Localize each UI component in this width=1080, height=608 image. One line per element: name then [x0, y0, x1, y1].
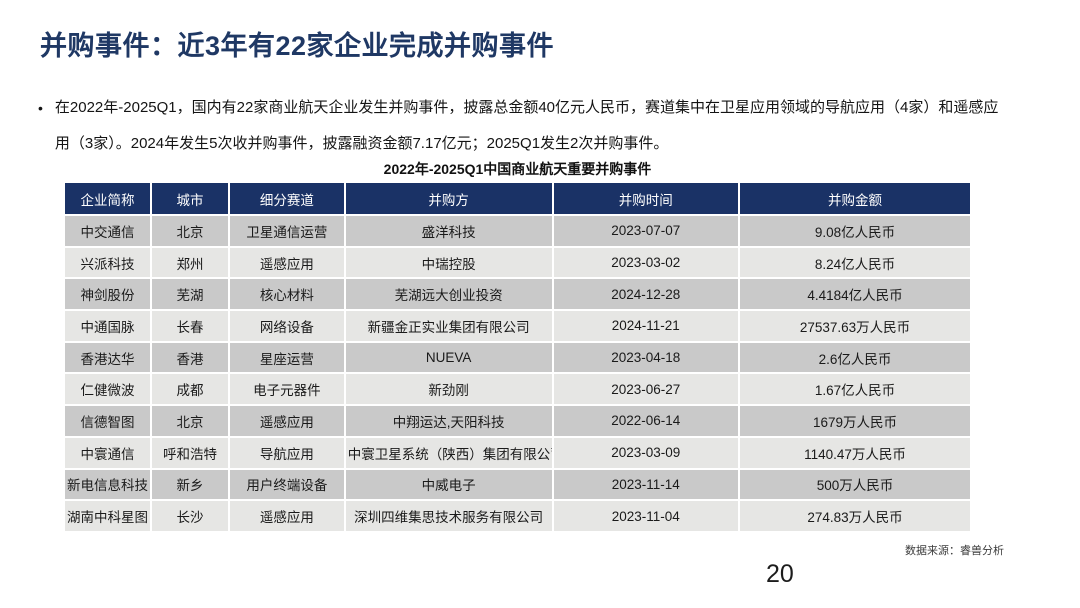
table-row: 神剑股份 芜湖 核心材料 芜湖远大创业投资 2024-12-28 4.4184亿人民币 — [65, 279, 970, 310]
table-cell: 2023-07-07 — [553, 216, 738, 246]
table-cell: 信德智图 — [65, 406, 151, 436]
table-cell: 2023-03-09 — [553, 437, 738, 468]
table-cell: 遥感应用 — [230, 406, 344, 436]
table-cell: 新乡 — [152, 469, 229, 500]
table-cell: 中威电子 — [345, 469, 552, 500]
table-cell: 新劲刚 — [345, 374, 552, 405]
table-row: 中交通信 北京 卫星通信运营 盛洋科技 2023-07-07 9.08亿人民币 — [65, 216, 970, 246]
table-row: 湖南中科星图 长沙 遥感应用 深圳四维集思技术服务有限公司 2023-11-04 274.… — [65, 501, 970, 531]
table-cell: 芜湖 — [152, 279, 229, 310]
table-cell: 北京 — [152, 216, 229, 246]
table-row: 中寰通信 呼和浩特 导航应用 中寰卫星系统（陕西）集团有限公司 2023-03-09 11… — [65, 437, 970, 468]
table-cell: 中寰通信 — [65, 437, 151, 468]
column-header: 城市 — [152, 183, 229, 214]
table-cell: 芜湖远大创业投资 — [345, 279, 552, 310]
table-cell: 中通国脉 — [65, 311, 151, 341]
table-cell: 中寰卫星系统（陕西）集团有限公司 — [345, 437, 552, 468]
table-header-row: 企业简称 城市 细分赛道 并购方 并购时间 并购金额 — [65, 183, 970, 214]
table-cell: 1.67亿人民币 — [739, 374, 970, 405]
table-title: 2022年-2025Q1中国商业航天重要并购事件 — [383, 161, 652, 177]
column-header: 细分赛道 — [230, 183, 344, 214]
table-cell: 成都 — [152, 374, 229, 405]
table-cell: 深圳四维集思技术服务有限公司 — [345, 501, 552, 531]
table-row: 仁健微波 成都 电子元器件 新劲刚 2023-06-27 1.67亿人民币 — [65, 374, 970, 405]
column-header: 企业简称 — [65, 183, 151, 214]
table-row: 香港达华 香港 星座运营 NUEVA 2023-04-18 2.6亿人民币 — [65, 342, 970, 373]
table-cell: 网络设备 — [230, 311, 344, 341]
table-cell: 电子元器件 — [230, 374, 344, 405]
table-cell: 2.6亿人民币 — [739, 342, 970, 373]
table-cell: 中交通信 — [65, 216, 151, 246]
table-row: 兴派科技 郑州 遥感应用 中瑞控股 2023-03-02 8.24亿人民币 — [65, 247, 970, 278]
table-cell: 新疆金正实业集团有限公司 — [345, 311, 552, 341]
table-cell: 新电信息科技 — [65, 469, 151, 500]
table-cell: 神剑股份 — [65, 279, 151, 310]
table-cell: 湖南中科星图 — [65, 501, 151, 531]
table-cell: 1679万人民币 — [739, 406, 970, 436]
summary-text: 在2022年-2025Q1，国内有22家商业航天企业发生并购事件，披露总金额40… — [54, 99, 999, 152]
table-cell: 2024-12-28 — [553, 279, 738, 310]
table-cell: 用户终端设备 — [230, 469, 344, 500]
column-header: 并购方 — [345, 183, 552, 214]
table-cell: 4.4184亿人民币 — [739, 279, 970, 310]
table-cell: 香港达华 — [65, 342, 151, 373]
table-cell: 北京 — [152, 406, 229, 436]
table-cell: 导航应用 — [230, 437, 344, 468]
table-cell: 274.83万人民币 — [739, 501, 970, 531]
table-cell: 香港 — [152, 342, 229, 373]
table-cell: 仁健微波 — [65, 374, 151, 405]
table-cell: 2023-06-27 — [553, 374, 738, 405]
table-cell: 2023-11-14 — [553, 469, 738, 500]
table-cell: 500万人民币 — [739, 469, 970, 500]
table-cell: 遥感应用 — [230, 247, 344, 278]
table-cell: 2023-11-04 — [553, 501, 738, 531]
table-cell: 星座运营 — [230, 342, 344, 373]
table-cell: 9.08亿人民币 — [739, 216, 970, 246]
table-cell: 中翔运达,天阳科技 — [345, 406, 552, 436]
table-cell: 2023-04-18 — [553, 342, 738, 373]
table-cell: 郑州 — [152, 247, 229, 278]
table-cell: 核心材料 — [230, 279, 344, 310]
column-header: 并购时间 — [553, 183, 738, 214]
table-cell: 卫星通信运营 — [230, 216, 344, 246]
table-cell: 2022-06-14 — [553, 406, 738, 436]
table-cell: 长沙 — [152, 501, 229, 531]
table-body: 中交通信 北京 卫星通信运营 盛洋科技 2023-07-07 9.08亿人民币 兴派科技 郑州… — [65, 216, 970, 531]
column-header: 并购金额 — [739, 183, 970, 214]
table-row: 新电信息科技 新乡 用户终端设备 中威电子 2023-11-14 500万人民币 — [65, 469, 970, 500]
table-cell: 8.24亿人民币 — [739, 247, 970, 278]
table-cell: 27537.63万人民币 — [739, 311, 970, 341]
table-cell: 2024-11-21 — [553, 311, 738, 341]
table-row: 中通国脉 长春 网络设备 新疆金正实业集团有限公司 2024-11-21 27537.63… — [65, 311, 970, 341]
table-cell: NUEVA — [345, 342, 552, 373]
table-row: 信德智图 北京 遥感应用 中翔运达,天阳科技 2022-06-14 1679万人民币 — [65, 406, 970, 436]
table-cell: 呼和浩特 — [152, 437, 229, 468]
data-source: 数据来源：睿兽分析 — [905, 545, 1004, 557]
summary-bullet: • 在2022年-2025Q1，国内有22家商业航天企业发生并购事件，披露总金额… — [38, 90, 1008, 162]
table-cell: 2023-03-02 — [553, 247, 738, 278]
ma-events-table: 企业简称 城市 细分赛道 并购方 并购时间 并购金额 中交通信 北京 卫星通信运营 盛洋科技 20… — [63, 181, 972, 533]
table-cell: 兴派科技 — [65, 247, 151, 278]
bullet-marker: • — [38, 100, 43, 116]
table-cell: 遥感应用 — [230, 501, 344, 531]
page-title: 并购事件：近3年有22家企业完成并购事件 — [40, 31, 555, 61]
table-cell: 盛洋科技 — [345, 216, 552, 246]
page-number: 20 — [766, 560, 794, 588]
table-cell: 1140.47万人民币 — [739, 437, 970, 468]
table-cell: 长春 — [152, 311, 229, 341]
table-cell: 中瑞控股 — [345, 247, 552, 278]
